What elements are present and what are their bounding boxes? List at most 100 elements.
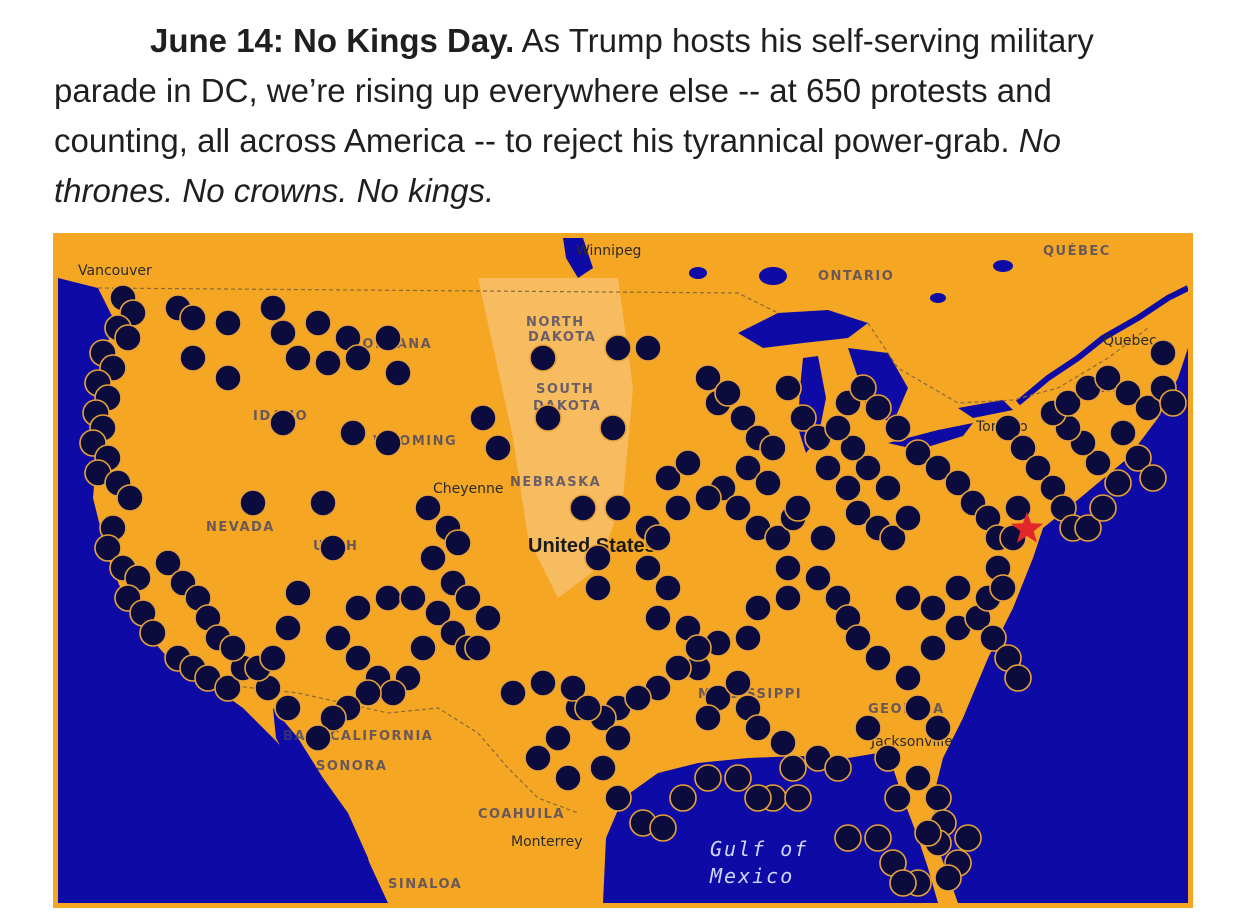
protest-dot-icon[interactable] <box>409 634 437 662</box>
protest-dot-icon[interactable] <box>644 604 672 632</box>
protest-dot-icon[interactable] <box>634 334 662 362</box>
protest-dot-icon[interactable] <box>919 634 947 662</box>
protest-dot-icon[interactable] <box>1024 454 1052 482</box>
protest-dot-icon[interactable] <box>809 524 837 552</box>
protest-dot-icon[interactable] <box>604 494 632 522</box>
protest-dot-icon[interactable] <box>714 379 742 407</box>
protest-dot-icon[interactable] <box>769 729 797 757</box>
protest-dot-icon[interactable] <box>384 359 412 387</box>
protest-dot-icon[interactable] <box>684 634 712 662</box>
protest-dot-icon[interactable] <box>764 524 792 552</box>
protest-dot-icon[interactable] <box>804 564 832 592</box>
protest-dot-icon[interactable] <box>344 344 372 372</box>
protest-dot-icon[interactable] <box>284 344 312 372</box>
protest-dot-icon[interactable] <box>904 764 932 792</box>
protest-dot-icon[interactable] <box>784 784 812 812</box>
protest-dot-icon[interactable] <box>1054 389 1082 417</box>
protest-dot-icon[interactable] <box>1004 664 1032 692</box>
protest-dot-icon[interactable] <box>789 404 817 432</box>
protest-dot-icon[interactable] <box>569 494 597 522</box>
protest-dot-icon[interactable] <box>374 584 402 612</box>
protest-dot-icon[interactable] <box>424 599 452 627</box>
protest-dot-icon[interactable] <box>399 584 427 612</box>
protest-dot-icon[interactable] <box>374 429 402 457</box>
protest-dot-icon[interactable] <box>664 654 692 682</box>
protest-dot-icon[interactable] <box>919 594 947 622</box>
protest-dot-icon[interactable] <box>864 824 892 852</box>
protest-dot-icon[interactable] <box>154 549 182 577</box>
protest-dot-icon[interactable] <box>574 694 602 722</box>
protest-dot-icon[interactable] <box>344 644 372 672</box>
protest-dot-icon[interactable] <box>1094 364 1122 392</box>
protest-dot-icon[interactable] <box>649 814 677 842</box>
protest-dot-icon[interactable] <box>734 454 762 482</box>
protest-dot-icon[interactable] <box>324 624 352 652</box>
protest-dot-icon[interactable] <box>654 464 682 492</box>
protest-dot-icon[interactable] <box>979 624 1007 652</box>
protest-dot-icon[interactable] <box>314 349 342 377</box>
protest-dot-icon[interactable] <box>604 724 632 752</box>
protest-dot-icon[interactable] <box>179 304 207 332</box>
protest-dot-icon[interactable] <box>844 499 872 527</box>
protest-dot-icon[interactable] <box>239 489 267 517</box>
protest-dot-icon[interactable] <box>319 704 347 732</box>
protest-dot-icon[interactable] <box>744 784 772 812</box>
protest-dot-icon[interactable] <box>724 669 752 697</box>
protest-dot-icon[interactable] <box>634 554 662 582</box>
protest-dot-icon[interactable] <box>94 534 122 562</box>
protest-dot-icon[interactable] <box>274 694 302 722</box>
protest-dot-icon[interactable] <box>484 434 512 462</box>
protest-dot-icon[interactable] <box>759 434 787 462</box>
protest-dot-icon[interactable] <box>644 524 672 552</box>
protest-dot-icon[interactable] <box>694 704 722 732</box>
protest-dot-icon[interactable] <box>339 419 367 447</box>
protest-dot-icon[interactable] <box>499 679 527 707</box>
protest-dot-icon[interactable] <box>529 669 557 697</box>
protest-dot-icon[interactable] <box>414 494 442 522</box>
protest-dot-icon[interactable] <box>1089 494 1117 522</box>
protest-dot-icon[interactable] <box>779 754 807 782</box>
protest-dot-icon[interactable] <box>1159 389 1187 417</box>
protest-dot-icon[interactable] <box>944 574 972 602</box>
protest-dot-icon[interactable] <box>464 634 492 662</box>
protest-dot-icon[interactable] <box>904 439 932 467</box>
protest-dot-icon[interactable] <box>824 414 852 442</box>
protest-dot-icon[interactable] <box>1009 434 1037 462</box>
protest-dot-icon[interactable] <box>1104 469 1132 497</box>
protest-dot-icon[interactable] <box>584 574 612 602</box>
protest-dot-icon[interactable] <box>824 754 852 782</box>
protest-dot-icon[interactable] <box>724 764 752 792</box>
protest-dot-icon[interactable] <box>1109 419 1137 447</box>
protest-dot-icon[interactable] <box>924 454 952 482</box>
protest-dot-icon[interactable] <box>734 624 762 652</box>
protest-dot-icon[interactable] <box>259 294 287 322</box>
protest-dot-icon[interactable] <box>309 489 337 517</box>
protest-dot-icon[interactable] <box>784 494 812 522</box>
protest-dot-icon[interactable] <box>444 529 472 557</box>
protest-dot-icon[interactable] <box>1139 464 1167 492</box>
protest-dot-icon[interactable] <box>529 344 557 372</box>
protest-dot-icon[interactable] <box>219 634 247 662</box>
protest-dot-icon[interactable] <box>754 469 782 497</box>
protest-dot-icon[interactable] <box>854 714 882 742</box>
protest-dot-icon[interactable] <box>954 824 982 852</box>
protest-dot-icon[interactable] <box>274 614 302 642</box>
protest-dot-icon[interactable] <box>559 674 587 702</box>
protest-dot-icon[interactable] <box>944 469 972 497</box>
protest-dot-icon[interactable] <box>744 594 772 622</box>
protest-dot-icon[interactable] <box>554 764 582 792</box>
protest-dot-icon[interactable] <box>599 414 627 442</box>
protest-dot-icon[interactable] <box>904 694 932 722</box>
protest-dot-icon[interactable] <box>214 674 242 702</box>
protest-dot-icon[interactable] <box>879 524 907 552</box>
protest-dot-icon[interactable] <box>934 864 962 892</box>
protest-dot-icon[interactable] <box>894 584 922 612</box>
protest-dot-icon[interactable] <box>854 454 882 482</box>
protest-dot-icon[interactable] <box>259 644 287 672</box>
protest-dot-icon[interactable] <box>874 744 902 772</box>
protest-dot-icon[interactable] <box>849 374 877 402</box>
protest-dot-icon[interactable] <box>834 474 862 502</box>
protest-dot-icon[interactable] <box>284 579 312 607</box>
protest-dot-icon[interactable] <box>269 409 297 437</box>
protest-dot-icon[interactable] <box>214 364 242 392</box>
